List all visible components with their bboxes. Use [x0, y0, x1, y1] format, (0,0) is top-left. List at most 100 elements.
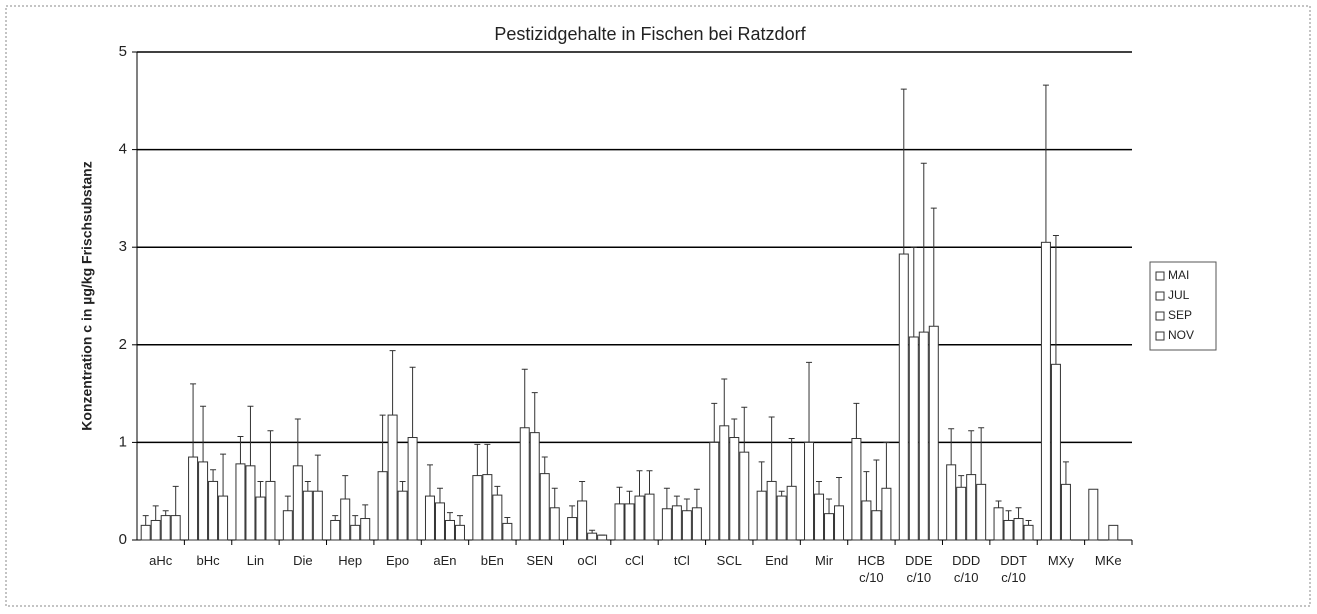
- bar: [898, 253, 909, 541]
- bar: [597, 534, 608, 541]
- error-bar: [968, 430, 975, 475]
- bar: [993, 507, 1004, 541]
- y-tick-label: 4: [119, 141, 127, 158]
- error-bar: [1062, 461, 1069, 485]
- bar: [824, 513, 835, 541]
- legend-label: SEP: [1168, 308, 1192, 322]
- bar: [140, 524, 151, 541]
- bar: [577, 500, 588, 541]
- bar: [472, 475, 483, 541]
- bar: [170, 515, 181, 541]
- error-bar: [210, 469, 217, 482]
- bar: [424, 495, 435, 541]
- bar: [918, 331, 929, 541]
- bar: [434, 502, 445, 541]
- error-bar: [853, 402, 860, 439]
- bar: [1088, 488, 1099, 541]
- error-bar: [995, 500, 1002, 508]
- bar: [814, 493, 825, 541]
- error-bar: [521, 368, 528, 428]
- error-bar: [1042, 84, 1049, 243]
- error-bar: [456, 515, 463, 526]
- error-bar: [816, 480, 823, 495]
- legend-swatch: [1155, 271, 1165, 281]
- legend-swatch: [1155, 291, 1165, 301]
- error-bar: [484, 443, 491, 475]
- error-bar: [948, 428, 955, 465]
- legend-label: NOV: [1168, 328, 1194, 342]
- bar: [502, 522, 513, 541]
- bar: [928, 325, 939, 541]
- x-tick-label: Hep: [338, 553, 363, 568]
- bar: [739, 451, 750, 541]
- legend-swatch: [1155, 331, 1165, 341]
- bar: [671, 505, 682, 541]
- x-tick-label: DDD c/10: [952, 553, 981, 585]
- legend-swatch: [1155, 311, 1165, 321]
- x-tick-label: DDE c/10: [905, 553, 933, 585]
- bar: [539, 473, 550, 541]
- bar: [1013, 518, 1024, 541]
- error-bar: [836, 477, 843, 506]
- error-bar: [711, 402, 718, 443]
- bar: [756, 490, 767, 541]
- x-tick-label: DDT c/10: [1000, 553, 1027, 585]
- bar: [1040, 241, 1051, 541]
- bar: [681, 510, 692, 541]
- x-tick-label: bEn: [480, 553, 504, 568]
- bar: [377, 471, 388, 541]
- bar: [976, 483, 987, 541]
- bar: [691, 507, 702, 541]
- bar: [482, 474, 493, 541]
- error-bar: [267, 430, 274, 482]
- error-bar: [142, 515, 149, 526]
- error-bar: [693, 488, 700, 508]
- bar: [208, 480, 219, 541]
- error-bar: [873, 459, 880, 511]
- x-tick-label: Mir: [814, 553, 834, 568]
- bar: [1108, 524, 1119, 541]
- error-bar: [900, 88, 907, 255]
- bar: [946, 464, 957, 541]
- error-bar: [426, 464, 433, 497]
- error-bar: [826, 498, 833, 514]
- bar: [881, 487, 892, 541]
- bar: [966, 474, 977, 541]
- error-bar: [332, 515, 339, 521]
- x-tick-label: MXy: [1047, 553, 1074, 568]
- error-bar: [673, 495, 680, 506]
- error-bar: [920, 162, 927, 333]
- bar: [549, 507, 560, 541]
- x-tick-label: End: [765, 553, 789, 568]
- bar: [624, 503, 635, 541]
- x-tick-label: Epo: [386, 553, 410, 568]
- error-bar: [504, 517, 511, 524]
- bar: [776, 495, 787, 541]
- bar: [804, 441, 815, 541]
- error-bar: [436, 487, 443, 503]
- y-axis-label: Konzentration c in µg/kg Frischsubstanz: [79, 161, 95, 430]
- bar: [188, 456, 199, 541]
- error-bar: [399, 480, 406, 492]
- bar: [634, 495, 645, 541]
- bar: [519, 427, 530, 541]
- bar: [160, 515, 171, 541]
- bar: [1050, 363, 1061, 541]
- bar: [340, 498, 351, 541]
- x-tick-label: HCB c/10: [857, 553, 886, 585]
- error-bar: [446, 512, 453, 521]
- bar: [587, 532, 598, 541]
- bar: [235, 463, 246, 541]
- error-bar: [247, 405, 254, 466]
- error-bar: [788, 437, 795, 487]
- error-bar: [768, 416, 775, 482]
- y-tick-label: 3: [119, 238, 127, 255]
- error-bar: [541, 456, 548, 474]
- bar: [908, 336, 919, 541]
- error-bar: [646, 470, 653, 495]
- x-tick-label: aHc: [149, 553, 173, 568]
- error-bar: [930, 207, 937, 327]
- x-tick-label: aEn: [433, 553, 457, 568]
